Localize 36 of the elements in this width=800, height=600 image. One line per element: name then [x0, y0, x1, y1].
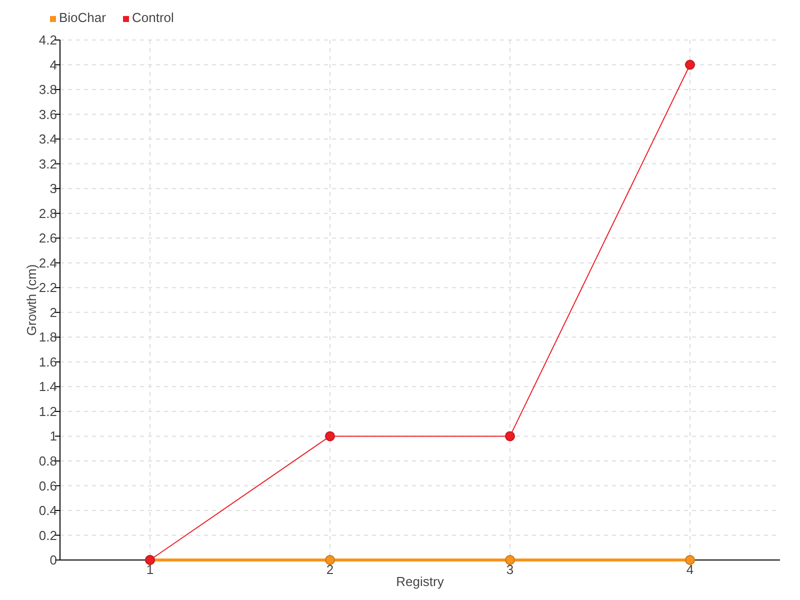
y-tick-label: 1.4	[38, 379, 57, 394]
y-tick-label: 1.8	[38, 330, 57, 345]
point	[505, 555, 515, 565]
x-axis-title: Registry	[396, 574, 444, 589]
y-tick-label: 0.8	[38, 454, 57, 468]
y-tick-label: 3.8	[38, 82, 57, 98]
y-tick-label: 3.2	[38, 156, 57, 172]
y-tick-label: 0.2	[38, 528, 57, 543]
legend-label: BioChar	[59, 10, 107, 25]
x-tick-label: 3	[506, 562, 514, 577]
point	[505, 431, 515, 442]
point	[685, 555, 695, 565]
y-tick-label: 2.4	[38, 255, 57, 270]
x-tick-label: 2	[326, 562, 334, 577]
y-tick-label: 3.6	[38, 106, 57, 122]
y-tick-label: 3.4	[38, 132, 57, 147]
legend-label: Control	[132, 10, 174, 25]
y-tick-label: 2.6	[38, 230, 57, 246]
point	[325, 555, 335, 565]
point	[685, 60, 695, 70]
y-tick-label: 3	[50, 181, 57, 196]
y-tick-label: 2.8	[38, 206, 57, 221]
y-tick-label: 0.6	[38, 478, 57, 494]
y-tick-label: 2.2	[38, 280, 57, 296]
point	[325, 431, 335, 442]
x-tick-label: 4	[686, 562, 694, 577]
y-tick-label: 4	[50, 57, 57, 72]
x-tick-label: 1	[146, 562, 154, 577]
y-axis-title: Growth (cm)	[24, 264, 39, 336]
y-tick-label: 1.6	[38, 354, 57, 370]
y-tick-label: 1	[50, 428, 57, 444]
y-tick-label: 0	[50, 552, 57, 568]
y-tick-label: 4.2	[38, 32, 57, 48]
y-tick-label: 2	[50, 304, 57, 320]
y-tick-label: 1.2	[38, 404, 57, 419]
y-tick-label: 0.4	[38, 503, 57, 518]
